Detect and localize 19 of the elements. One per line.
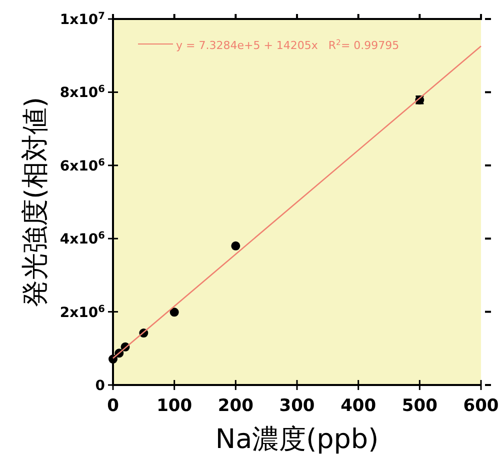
y-tick-label: 0 bbox=[95, 378, 106, 394]
x-tick-label: 600 bbox=[463, 396, 499, 416]
y-tick-label: 6x10$^{6}$ bbox=[60, 156, 106, 174]
x-tick-label: 500 bbox=[402, 396, 438, 416]
x-axis-title: Na濃度(ppb) bbox=[215, 424, 379, 455]
point bbox=[170, 308, 179, 317]
point bbox=[108, 354, 118, 364]
y-tick-label: 2x10$^{6}$ bbox=[60, 303, 106, 321]
x-tick-label: 400 bbox=[340, 396, 376, 416]
x-tick-label: 100 bbox=[156, 396, 192, 416]
y-tick-label: 4x10$^{6}$ bbox=[60, 230, 106, 248]
x-tick-label: 200 bbox=[218, 396, 254, 416]
x-tick-label: 300 bbox=[279, 396, 315, 416]
y-tick-label: 1x10$^{7}$ bbox=[60, 10, 106, 28]
legend: y = 7.3284e+5 + 14205x R$^{2}$= 0.99795 bbox=[138, 38, 400, 52]
y-tick-label: 8x10$^{6}$ bbox=[60, 84, 106, 102]
x-tick-label: 0 bbox=[107, 396, 120, 416]
y-axis-title: 発光強度(相対値) bbox=[20, 96, 51, 308]
point bbox=[231, 241, 240, 250]
